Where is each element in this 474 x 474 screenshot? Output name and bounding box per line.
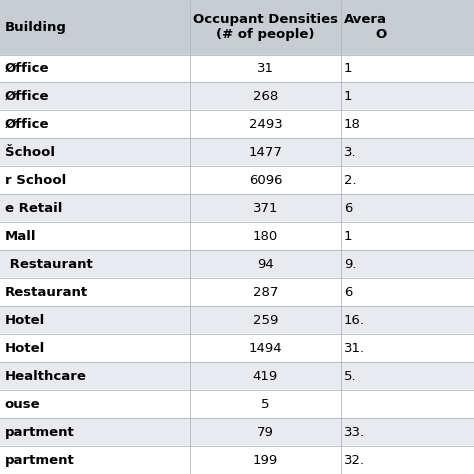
Text: 199: 199: [253, 454, 278, 466]
Bar: [0, 110, 474, 138]
Text: Hotel: Hotel: [5, 314, 45, 327]
Text: 5.: 5.: [344, 370, 356, 383]
Text: 1: 1: [344, 90, 352, 103]
Text: ouse: ouse: [5, 398, 40, 410]
Text: 1494: 1494: [249, 342, 282, 355]
Bar: [0, 82, 474, 110]
Text: Øffice: Øffice: [5, 62, 49, 75]
Text: 2493: 2493: [248, 118, 283, 131]
Text: 180: 180: [253, 230, 278, 243]
Bar: [0, 222, 474, 250]
Bar: [0, 446, 474, 474]
Text: 1: 1: [344, 62, 352, 75]
Text: 6096: 6096: [249, 174, 282, 187]
Text: 6: 6: [344, 202, 352, 215]
Text: Restaurant: Restaurant: [5, 258, 92, 271]
Bar: [0, 278, 474, 306]
Text: 1477: 1477: [248, 146, 283, 159]
Text: Occupant Densities
(# of people): Occupant Densities (# of people): [193, 13, 338, 41]
Text: Building: Building: [5, 21, 67, 34]
Text: Restaurant: Restaurant: [5, 286, 88, 299]
Text: partment: partment: [5, 426, 74, 438]
Text: 287: 287: [253, 286, 278, 299]
Text: 33.: 33.: [344, 426, 365, 438]
Bar: [0, 0, 474, 55]
Text: 371: 371: [253, 202, 278, 215]
Text: 1: 1: [344, 230, 352, 243]
Text: partment: partment: [5, 454, 74, 466]
Text: Mall: Mall: [5, 230, 36, 243]
Text: r School: r School: [5, 174, 66, 187]
Bar: [0, 138, 474, 166]
Text: Øffice: Øffice: [5, 90, 49, 103]
Text: Avera
O: Avera O: [344, 13, 387, 41]
Bar: [0, 194, 474, 222]
Bar: [0, 418, 474, 446]
Bar: [0, 306, 474, 334]
Text: 6: 6: [344, 286, 352, 299]
Bar: [0, 334, 474, 362]
Text: 5: 5: [261, 398, 270, 410]
Text: Hotel: Hotel: [5, 342, 45, 355]
Bar: [0, 250, 474, 278]
Text: 419: 419: [253, 370, 278, 383]
Text: 31.: 31.: [344, 342, 365, 355]
Bar: [0, 362, 474, 390]
Text: Healthcare: Healthcare: [5, 370, 87, 383]
Bar: [0, 166, 474, 194]
Text: 79: 79: [257, 426, 274, 438]
Text: 31: 31: [257, 62, 274, 75]
Text: 3.: 3.: [344, 146, 356, 159]
Text: 18: 18: [344, 118, 361, 131]
Text: Šchool: Šchool: [5, 146, 55, 159]
Text: 94: 94: [257, 258, 274, 271]
Text: 16.: 16.: [344, 314, 365, 327]
Text: 32.: 32.: [344, 454, 365, 466]
Text: 268: 268: [253, 90, 278, 103]
Text: 259: 259: [253, 314, 278, 327]
Bar: [0, 55, 474, 82]
Text: 9.: 9.: [344, 258, 356, 271]
Bar: [0, 390, 474, 418]
Text: Øffice: Øffice: [5, 118, 49, 131]
Text: 2.: 2.: [344, 174, 356, 187]
Text: e Retail: e Retail: [5, 202, 62, 215]
